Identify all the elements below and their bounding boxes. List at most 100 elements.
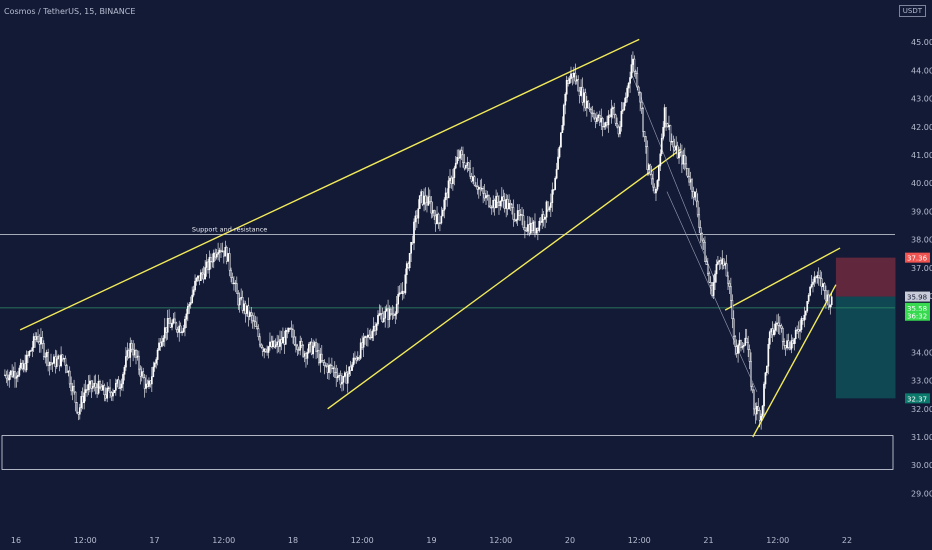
candle-body [80,396,83,408]
candle-body [732,318,735,337]
y-tick-label: 34.00 [911,348,932,357]
candle-body [436,213,438,225]
candle-body [709,282,712,286]
price-badge [905,310,930,321]
candle-body [390,308,392,315]
candle-body [655,188,657,194]
wedge-upper-line [724,247,841,311]
candle-body [617,126,620,135]
candle-body [14,371,16,379]
candle-body [430,201,433,214]
candle-body [767,344,770,367]
candle-body [659,153,662,167]
candle-body [515,219,518,222]
rising-support-line [327,148,682,410]
candle-body [668,125,670,128]
candle-body [163,327,166,339]
candle-body [614,114,617,124]
y-tick-label: 40.00 [911,179,932,188]
candle-body [332,367,335,370]
candle-body [787,340,790,348]
candle-body [116,379,119,384]
candle-body [565,79,568,95]
candle-body [15,376,18,379]
candle-body [506,199,509,210]
candle-body [813,276,816,283]
candle-body [413,221,415,244]
candle-body [719,260,722,265]
candle-body [202,273,205,280]
candle-body [106,387,109,399]
candle-body [292,329,294,338]
candle-body [77,411,80,415]
candle-body [696,200,699,216]
candle-body [348,366,351,375]
candle-body [5,374,8,379]
candle-body [17,375,19,377]
candle-body [560,132,562,148]
candle-body [198,275,201,281]
candle-body [256,326,258,329]
candle-body [66,365,68,373]
candle-body [578,90,581,96]
candle-body [590,109,593,114]
candle-body [768,331,771,345]
candle-body [212,252,215,263]
candle-body [381,313,384,322]
candle-body [184,318,186,329]
candle-body [182,327,185,333]
candle-body [143,377,146,389]
candle-body [112,392,114,397]
candle-body [705,261,708,265]
candle-body [753,389,755,410]
candle-body [681,151,683,165]
candle-body [313,342,316,347]
currency-button[interactable]: USDT [898,5,926,17]
candle-body [547,201,549,211]
candle-body [248,312,251,318]
candle-body [649,164,652,175]
candle-body [233,282,235,285]
candle-body [450,177,453,184]
candle-body [492,200,495,208]
candle-body [257,328,260,338]
candle-body [221,250,224,253]
candle-body [306,352,309,359]
candle-body [477,187,480,190]
price-badge-label: 35.58 [907,305,927,313]
candle-body [672,141,675,148]
candle-body [810,284,813,288]
candle-body [395,303,398,315]
candle-body [699,227,702,234]
candle-body [802,318,804,321]
candle-body [215,253,218,258]
price-badge-label: 32.37 [907,395,927,403]
candle-body [117,379,120,389]
candle-body [368,334,371,338]
candle-body [358,357,361,359]
candle-body [103,385,106,396]
candle-body [440,215,443,224]
candle-body [296,345,299,351]
candle-body [53,356,55,364]
candle-body [715,264,718,275]
candle-body [253,320,255,323]
x-tick-label: 19 [426,536,436,545]
candle-body [596,117,598,122]
candle-body [426,202,428,206]
price-badge [905,302,930,313]
candle-body [94,382,97,388]
candle-body [139,368,142,377]
candle-body [208,257,211,271]
candle-body [754,408,757,415]
candle-body [653,186,656,194]
candle-body [613,107,616,116]
candle-body [61,354,64,360]
candle-body [299,340,302,351]
candle-body [254,321,257,327]
wedge-lower-line [752,284,837,438]
candle-body [467,162,470,169]
candle-body [159,342,162,347]
candle-body [757,406,760,411]
